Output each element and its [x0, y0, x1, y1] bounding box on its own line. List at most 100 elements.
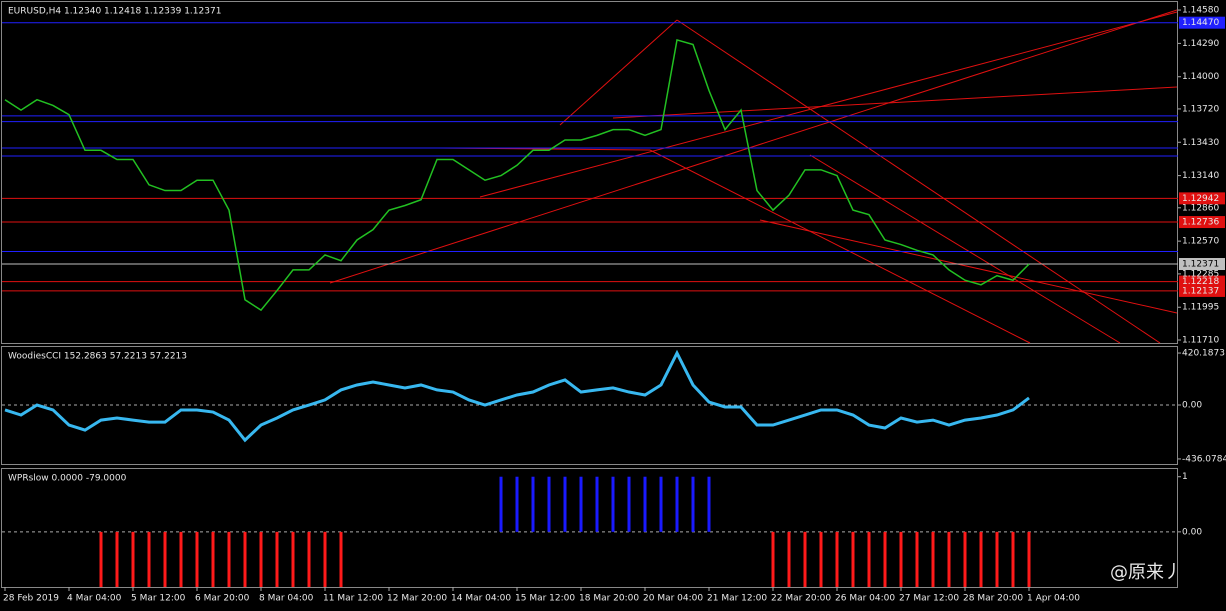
bar: [547, 476, 551, 532]
wpr-panel: [1, 468, 1178, 588]
bar: [883, 531, 887, 587]
level-label: 1.12942: [1182, 194, 1219, 204]
bar: [867, 531, 871, 587]
x-tick-label: 26 Mar 04:00: [835, 594, 895, 604]
bar: [1027, 531, 1031, 587]
y-tick-label: 420.1873: [1182, 349, 1225, 359]
bar: [115, 531, 119, 587]
level-label: 1.12137: [1182, 286, 1219, 296]
bar: [659, 476, 663, 532]
bar: [227, 531, 231, 587]
x-tick-label: 18 Mar 20:00: [579, 594, 639, 604]
level-label: 1.12371: [1182, 260, 1219, 270]
bar: [787, 531, 791, 587]
bar: [643, 476, 647, 532]
x-tick-label: 21 Mar 12:00: [707, 594, 767, 604]
trend-line: [649, 149, 1031, 344]
x-tick-label: 1 Apr 04:00: [1027, 594, 1080, 604]
bar: [1011, 531, 1015, 587]
y-tick-label: 1.13140: [1182, 171, 1219, 181]
bar: [851, 531, 855, 587]
trend-line: [479, 11, 1178, 198]
level-label-box: [1179, 192, 1225, 205]
y-tick-label: 1.12285: [1182, 269, 1219, 279]
series-line: [4, 349, 1030, 443]
bar: [531, 476, 535, 532]
y-tick-label: 1.12570: [1182, 237, 1219, 247]
bar: [307, 531, 311, 587]
trend-line: [759, 219, 1178, 314]
x-tick-label: 4 Mar 04:00: [67, 594, 122, 604]
trend-line: [559, 19, 678, 126]
bar: [243, 531, 247, 587]
bar: [579, 476, 583, 532]
bar: [163, 531, 167, 587]
bar: [915, 531, 919, 587]
bar: [323, 531, 327, 587]
bar: [99, 531, 103, 587]
bar: [515, 476, 519, 532]
y-tick-label: 1.12860: [1182, 203, 1219, 213]
y-tick-label: 1.13430: [1182, 138, 1219, 148]
y-tick-label: 1.14580: [1182, 6, 1219, 16]
y-tick-label: -436.0784: [1182, 454, 1226, 464]
bar: [131, 531, 135, 587]
bar: [675, 476, 679, 532]
x-tick-label: 14 Mar 04:00: [451, 594, 511, 604]
bar: [771, 531, 775, 587]
x-tick-label: 20 Mar 04:00: [643, 594, 703, 604]
bar: [339, 531, 343, 587]
bar: [931, 531, 935, 587]
x-tick-label: 6 Mar 20:00: [195, 594, 250, 604]
bar: [195, 531, 199, 587]
bar: [819, 531, 823, 587]
level-label: 1.12736: [1182, 218, 1219, 228]
cci-panel: [1, 346, 1178, 465]
trend-line: [676, 19, 1161, 344]
bar: [979, 531, 983, 587]
x-tick-label: 27 Mar 12:00: [899, 594, 959, 604]
level-label-box: [1179, 275, 1225, 288]
y-tick-label: 1.11995: [1182, 303, 1219, 313]
bar: [947, 531, 951, 587]
level-label-box: [1179, 284, 1225, 297]
watermark: @原来丿: [1110, 562, 1182, 583]
bar: [835, 531, 839, 587]
level-label: 1.14470: [1182, 18, 1219, 28]
bar: [611, 476, 615, 532]
price-panel: [1, 1, 1178, 344]
x-tick-label: 5 Mar 12:00: [131, 594, 186, 604]
x-tick-label: 12 Mar 20:00: [387, 594, 447, 604]
bar: [275, 531, 279, 587]
level-label-box: [1179, 258, 1225, 271]
y-tick-label: 1.11710: [1182, 336, 1219, 346]
bar: [563, 476, 567, 532]
y-tick-label: 1: [1182, 472, 1188, 482]
trend-line: [612, 86, 1178, 119]
bar: [595, 476, 599, 532]
y-tick-label: 1.13720: [1182, 104, 1219, 114]
panel-title: EURUSD,H4 1.12340 1.12418 1.12339 1.1237…: [8, 7, 221, 17]
bar: [259, 531, 263, 587]
level-label-box: [1179, 216, 1225, 229]
bar: [707, 476, 711, 532]
bar: [179, 531, 183, 587]
x-tick-label: 22 Mar 20:00: [771, 594, 831, 604]
series-line: [4, 38, 1030, 312]
bar: [963, 531, 967, 587]
level-label: 1.12218: [1182, 277, 1219, 287]
x-tick-label: 28 Mar 20:00: [963, 594, 1023, 604]
y-tick-label: 0.00: [1182, 401, 1202, 411]
trend-line: [329, 9, 1178, 284]
bar: [627, 476, 631, 532]
bar: [147, 531, 151, 587]
bar: [291, 531, 295, 587]
bar: [995, 531, 999, 587]
bar: [211, 531, 215, 587]
x-tick-label: 28 Feb 2019: [3, 594, 59, 604]
x-tick-label: 11 Mar 12:00: [323, 594, 383, 604]
level-label-box: [1179, 16, 1225, 29]
panel-title: WoodiesCCI 152.2863 57.2213 57.2213: [8, 352, 187, 362]
bar: [691, 476, 695, 532]
